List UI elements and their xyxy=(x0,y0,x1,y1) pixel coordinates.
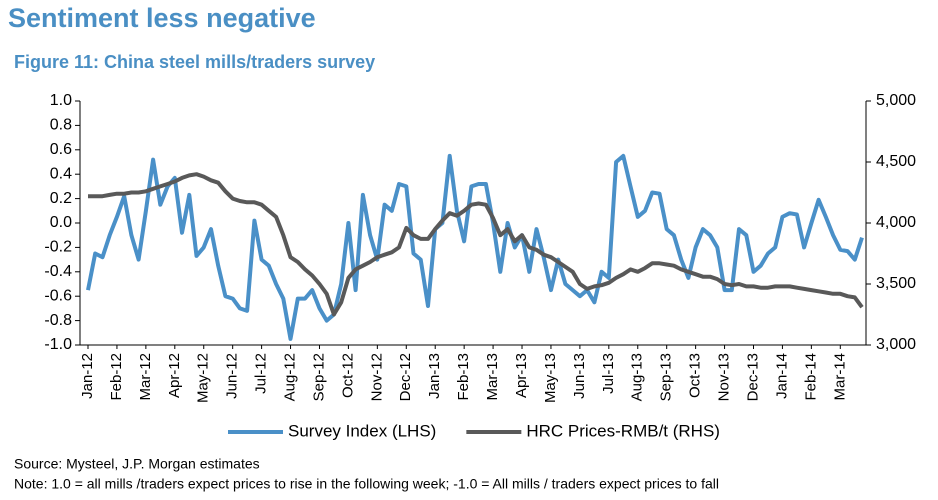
x-tick-label: Mar-12 xyxy=(137,353,154,401)
y2-tick-label: 4,500 xyxy=(876,153,916,170)
x-tick-label: Oct-12 xyxy=(339,353,356,398)
y-tick-label: -0.8 xyxy=(44,312,72,329)
x-tick-label: Feb-13 xyxy=(455,353,472,401)
x-tick-label: May-13 xyxy=(542,353,559,403)
x-tick-label: Sep-13 xyxy=(658,353,675,401)
y2-tick-label: 5,000 xyxy=(876,92,916,109)
source: Source: Mysteel, J.P. Morgan estimates xyxy=(14,456,260,472)
x-tick-label: Jan-13 xyxy=(426,353,443,399)
y-tick-label: -0.4 xyxy=(44,263,72,280)
x-tick-label: Aug-13 xyxy=(629,353,646,401)
x-tick-label: Feb-14 xyxy=(802,353,819,401)
x-tick-label: Jan-12 xyxy=(79,353,96,399)
y-tick-label: 0.6 xyxy=(50,141,72,158)
x-tick-label: Jun-13 xyxy=(571,353,588,399)
x-tick-label: Nov-13 xyxy=(716,353,733,401)
note: Note: 1.0 = all mills /traders expect pr… xyxy=(14,476,719,492)
x-tick-label: Aug-12 xyxy=(282,353,299,401)
x-tick-label: Jul-13 xyxy=(600,353,617,394)
x-tick-label: Jun-12 xyxy=(224,353,241,399)
x-tick-label: Jul-12 xyxy=(253,353,270,394)
y-tick-label: 1.0 xyxy=(50,92,72,109)
y-tick-label: 0.2 xyxy=(50,190,72,207)
series-line xyxy=(88,172,864,317)
y2-tick-label: 3,000 xyxy=(876,336,916,353)
x-tick-label: Nov-12 xyxy=(368,353,385,401)
y-tick-label: -1.0 xyxy=(44,336,72,353)
legend-label: Survey Index (LHS) xyxy=(288,421,436,440)
x-tick-label: Apr-13 xyxy=(513,353,530,398)
x-tick-label: Oct-13 xyxy=(687,353,704,398)
y-tick-label: -0.6 xyxy=(44,287,72,304)
y2-tick-label: 4,000 xyxy=(876,214,916,231)
chart-title: Sentiment less negative xyxy=(8,3,316,33)
chart-subtitle: Figure 11: China steel mills/traders sur… xyxy=(14,52,375,72)
x-tick-label: Mar-14 xyxy=(831,353,848,401)
y-tick-label: -0.2 xyxy=(44,239,72,256)
x-tick-label: Dec-13 xyxy=(744,353,761,401)
y2-tick-label: 3,500 xyxy=(876,275,916,292)
x-tick-label: Feb-12 xyxy=(108,353,125,401)
x-tick-label: Sep-12 xyxy=(310,353,327,401)
x-tick-label: May-12 xyxy=(195,353,212,403)
series-line xyxy=(86,153,864,341)
y-tick-label: 0.4 xyxy=(50,165,72,182)
y-tick-label: 0.8 xyxy=(50,117,72,134)
legend-label: HRC Prices-RMB/t (RHS) xyxy=(526,421,720,440)
x-tick-label: Apr-12 xyxy=(166,353,183,398)
x-tick-label: Mar-13 xyxy=(484,353,501,401)
x-tick-label: Jan-14 xyxy=(773,353,790,399)
x-tick-label: Dec-12 xyxy=(397,353,414,401)
y-tick-label: 0.0 xyxy=(50,214,72,231)
